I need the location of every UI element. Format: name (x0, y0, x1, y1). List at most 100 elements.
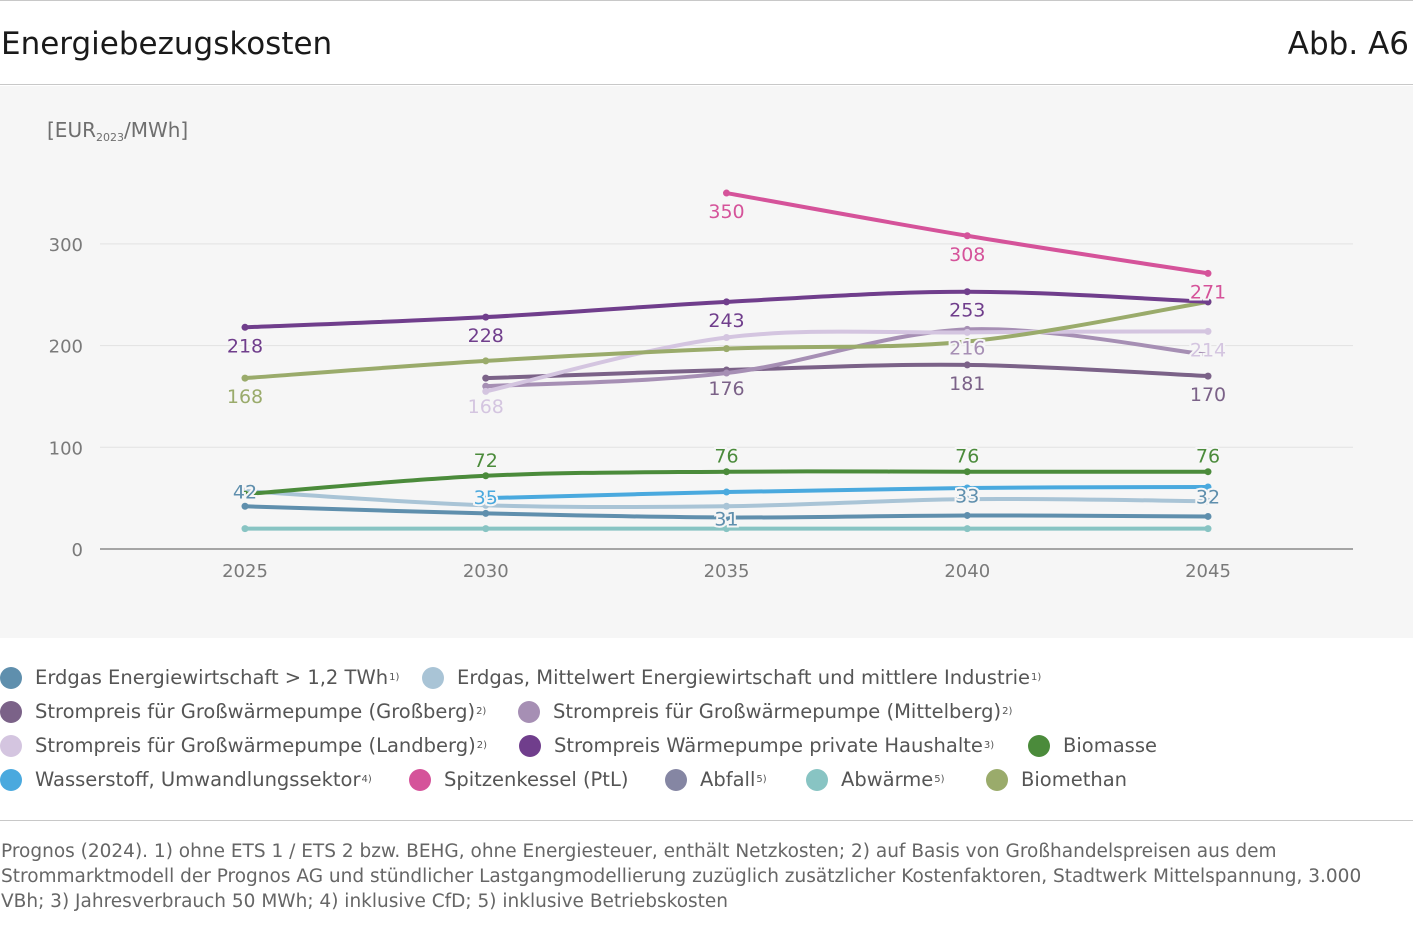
x-tick-label: 2045 (1185, 561, 1231, 582)
data-point-strom_private (241, 323, 249, 331)
data-point-strom_landberg (482, 387, 490, 395)
data-point-biomasse (241, 490, 249, 498)
data-label-erdgas_ew: 33 (955, 485, 979, 507)
legend-footnote: 2) (476, 706, 487, 717)
legend-item-spitzenkessel: Spitzenkessel (PtL) (409, 768, 628, 791)
legend-swatch (0, 700, 22, 723)
legend-footnote: 1) (389, 672, 400, 683)
data-label-biomethan: 168 (227, 386, 263, 408)
data-point-wasserstoff (963, 484, 971, 492)
y-unit-label: [EUR2023/MWh] (47, 118, 188, 144)
legend-footnote: 2) (476, 740, 487, 751)
legend-label: Strompreis für Großwärmepumpe (Mittelber… (553, 700, 1002, 723)
legend-swatch (519, 734, 541, 757)
legend: Erdgas Energiewirtschaft > 1,2 TWh 1) Erdg… (0, 660, 1413, 800)
data-label-spitzenkessel: 308 (949, 244, 985, 266)
data-point-biomasse (1204, 468, 1212, 476)
data-label-spitzenkessel: 271 (1190, 281, 1226, 303)
data-label-biomasse: 72 (474, 450, 498, 472)
legend-item-abwaerme: Abwärme 5) (806, 768, 945, 791)
unit-suffix: /MWh] (123, 118, 189, 142)
legend-footnote: 1) (1031, 672, 1042, 683)
legend-swatch (0, 666, 22, 689)
data-point-strom_private (482, 313, 490, 321)
data-point-erdgas_mittel (723, 502, 730, 510)
legend-item-strom_mittelberg: Strompreis für Großwärmepumpe (Mittelber… (518, 700, 1012, 723)
data-label-erdgas_ew: 31 (714, 508, 738, 530)
data-point-abwaerme (723, 525, 730, 533)
legend-label: Strompreis für Großwärmepumpe (Großberg) (35, 700, 476, 723)
legend-label: Biomethan (1021, 768, 1128, 791)
data-point-strom_landberg (1204, 327, 1212, 335)
data-point-abwaerme (482, 525, 490, 533)
title-rule (0, 84, 1413, 85)
data-point-erdgas_ew (1204, 512, 1212, 520)
x-tick-label: 2025 (222, 561, 268, 582)
legend-label: Wasserstoff, Umwandlungssektor (35, 768, 361, 791)
data-label-strom_mittelberg: 216 (949, 337, 985, 359)
data-label-biomasse: 76 (1196, 446, 1220, 468)
legend-label: Abwärme (841, 768, 934, 791)
x-tick-label: 2035 (704, 561, 750, 582)
data-point-erdgas_ew (963, 511, 971, 519)
data-label-strom_grossberg: 176 (708, 378, 744, 400)
y-tick-label: 100 (49, 438, 83, 459)
legend-footnote: 3) (983, 740, 995, 751)
legend-item-erdgas_mittel: Erdgas, Mittelwert Energiewirtschaft und… (422, 666, 1041, 689)
y-tick-label: 300 (49, 235, 83, 256)
legend-swatch (409, 768, 431, 791)
data-point-wasserstoff (482, 494, 490, 502)
plot-area (0, 86, 1413, 638)
data-label-strom_private: 243 (708, 310, 744, 332)
data-point-wasserstoff (723, 488, 730, 496)
data-label-spitzenkessel: 350 (708, 201, 744, 223)
data-point-biomethan (241, 374, 249, 382)
legend-swatch (0, 734, 22, 757)
legend-item-strom_grossberg: Strompreis für Großwärmepumpe (Großberg)… (0, 700, 486, 723)
data-point-biomethan (723, 345, 730, 353)
data-point-abwaerme (241, 525, 249, 533)
data-label-erdgas_ew: 32 (1196, 486, 1220, 508)
data-point-strom_grossberg (482, 374, 490, 382)
series-line-strom_landberg (483, 329, 1210, 394)
data-point-strom_grossberg (963, 361, 971, 369)
data-label-strom_landberg: 168 (468, 396, 504, 418)
legend-swatch (1028, 734, 1050, 757)
data-point-spitzenkessel (963, 232, 971, 240)
legend-item-biomethan: Biomethan (986, 768, 1127, 791)
data-label-wasserstoff: 35 (474, 487, 498, 509)
top-rule (0, 0, 1413, 1)
x-tick-label: 2030 (463, 561, 509, 582)
legend-item-strom_private: Strompreis Wärmepumpe private Haushalte 3… (519, 734, 994, 757)
legend-label: Spitzenkessel (PtL) (444, 768, 629, 791)
data-point-strom_landberg (963, 328, 971, 336)
legend-label: Abfall (700, 768, 756, 791)
series-line-strom_grossberg (483, 362, 1210, 381)
data-point-erdgas_mittel (1204, 497, 1212, 505)
unit-sub: 2023 (95, 131, 124, 144)
data-point-abwaerme (963, 525, 971, 533)
legend-swatch (0, 768, 22, 791)
legend-swatch (806, 768, 828, 791)
data-point-strom_private (1204, 298, 1212, 306)
source-rule (0, 820, 1413, 821)
data-point-strom_private (723, 298, 730, 306)
data-label-biomasse: 76 (714, 446, 738, 468)
legend-footnote: 5) (756, 774, 767, 785)
data-label-strom_private: 228 (468, 325, 504, 347)
data-point-wasserstoff (1204, 483, 1212, 491)
legend-item-strom_landberg: Strompreis für Großwärmepumpe (Landberg)… (0, 734, 487, 757)
data-point-erdgas_mittel (482, 501, 490, 509)
data-label-strom_grossberg: 170 (1190, 384, 1226, 406)
unit-prefix: [EUR (47, 118, 96, 142)
data-label-strom_landberg: 214 (1190, 339, 1226, 361)
legend-swatch (422, 666, 444, 689)
data-point-biomethan (963, 338, 971, 346)
data-point-strom_mittelberg (482, 382, 490, 390)
legend-footnote: 4) (361, 774, 372, 785)
figure-id: Abb. A6 (1287, 26, 1409, 62)
data-point-strom_mittelberg (723, 369, 730, 377)
data-point-erdgas_ew (241, 502, 249, 510)
data-point-biomasse (723, 468, 730, 476)
data-point-spitzenkessel (1204, 269, 1212, 277)
